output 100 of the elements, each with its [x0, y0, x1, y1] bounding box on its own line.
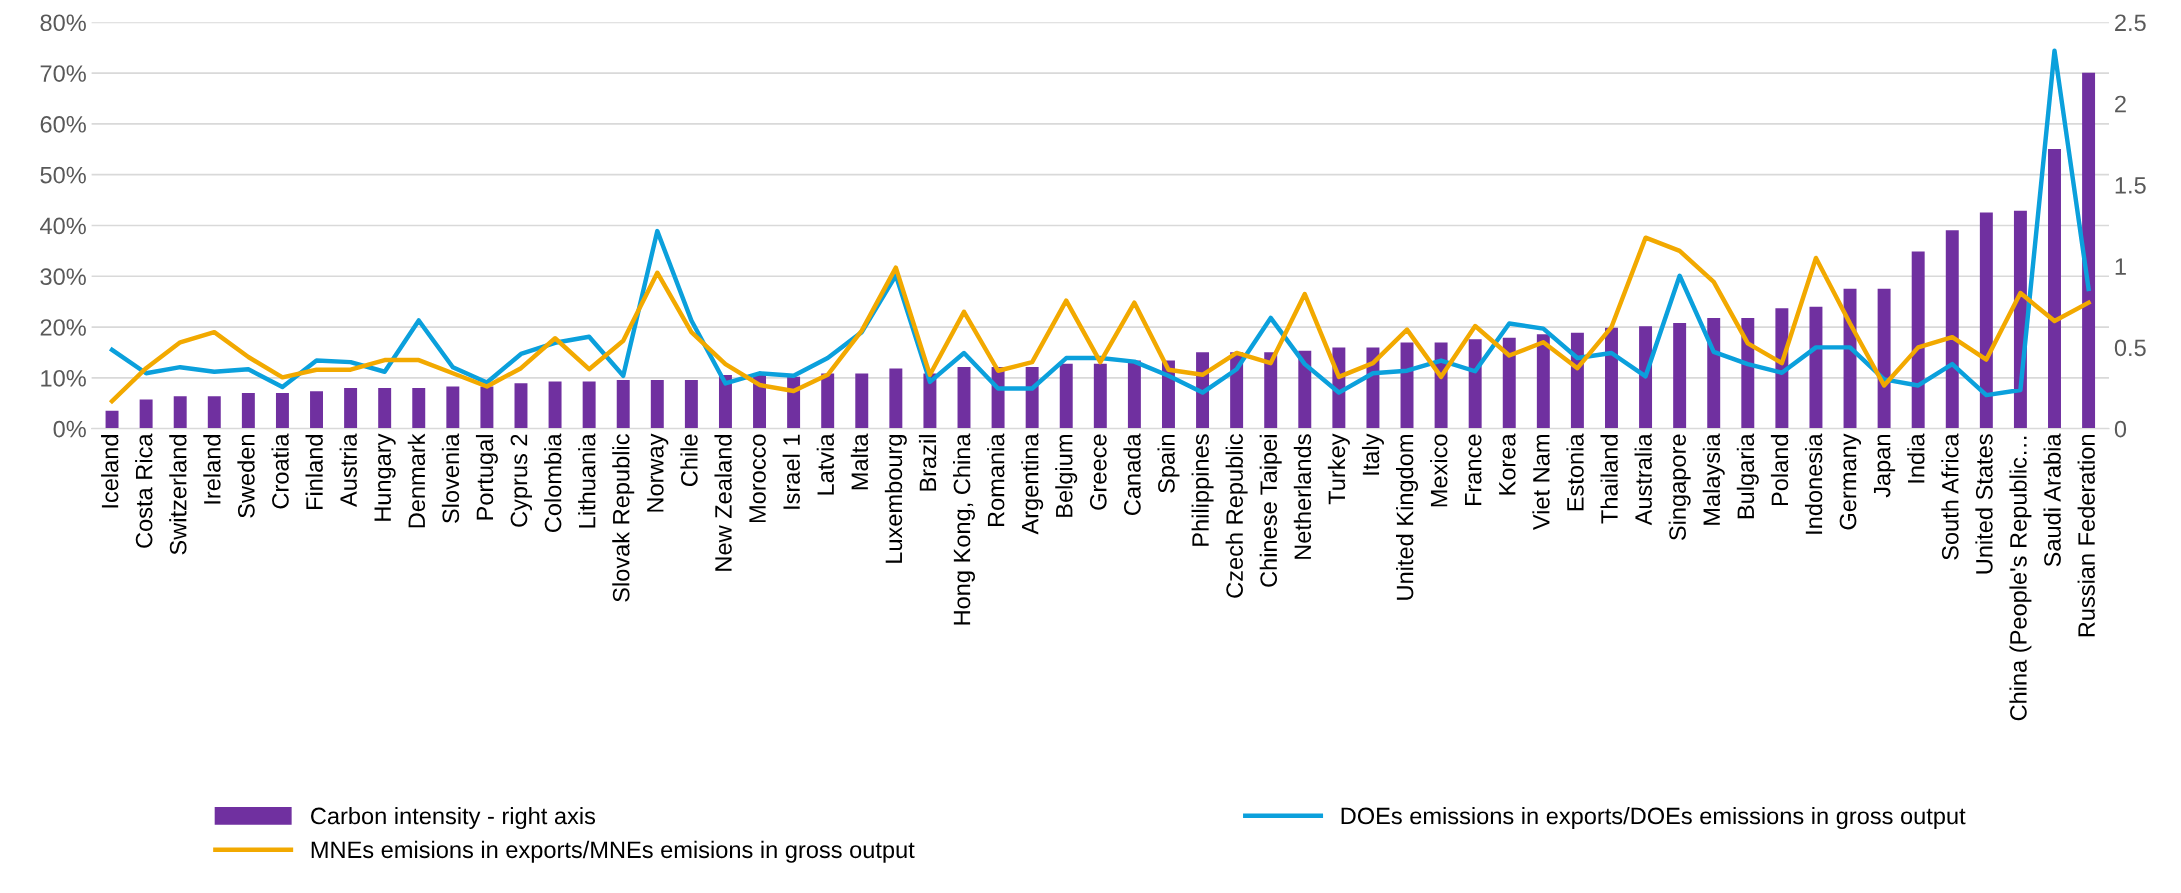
x-tick-label: Belgium: [1055, 435, 1078, 517]
bar: [1673, 323, 1687, 429]
bar: [241, 392, 255, 429]
bar: [1979, 212, 1993, 429]
bar: [1059, 363, 1073, 429]
y2-tick-label: 1.5: [2115, 177, 2146, 194]
x-tick-label: Chile: [680, 434, 698, 487]
y2-tick-label: 2: [2115, 95, 2126, 113]
x-tick-label: United States: [1975, 434, 1993, 574]
x-tick-label: Russian Federation: [2077, 435, 2095, 637]
bar: [855, 373, 869, 429]
x-tick-label: Estonia: [1566, 433, 1584, 511]
bar: [310, 391, 323, 429]
y-tick-label: 0%: [53, 420, 86, 438]
x-tick-label: Netherlands: [1293, 434, 1312, 559]
x-tick-label: Korea: [1499, 433, 1516, 495]
x-tick-label: China (People's Republic…: [2009, 436, 2032, 721]
legend-label: MNEs emisions in exports/MNEs emisions in gross output: [311, 840, 915, 863]
legend-label: DOEs emissions in exports/DOEs emissions in gross output: [1341, 806, 1966, 829]
y-tick-label: 60%: [40, 115, 86, 133]
x-tick-label: Slovenia: [441, 433, 460, 523]
x-tick-label: Malaysia: [1702, 433, 1725, 525]
y2-tick-label: 0: [2114, 420, 2127, 438]
x-tick-label: Croatia: [271, 433, 289, 509]
line-series: [109, 48, 2091, 398]
x-tick-label: Spain: [1157, 435, 1180, 493]
x-tick-label: Thailand: [1600, 435, 1618, 524]
x-tick-label: Denmark: [407, 433, 426, 528]
y-tick-label: 50%: [40, 166, 86, 184]
x-tick-label: Italy: [1361, 433, 1384, 475]
bar: [378, 388, 392, 429]
bar: [1536, 334, 1550, 429]
x-tick-label: Ireland: [203, 435, 221, 504]
bar: [480, 386, 494, 429]
x-tick-label: Argentina: [1021, 433, 1044, 535]
bar: [514, 383, 528, 429]
x-tick-label: Saudi Arabia: [2043, 433, 2061, 567]
x-tick-label: Switzerland: [169, 435, 187, 555]
x-tick-label: Israel 1: [782, 434, 800, 509]
y2-tick-label: 1: [2115, 258, 2126, 275]
y-tick-label: 10%: [41, 369, 86, 387]
bar: [173, 396, 187, 429]
x-tick-label: Philippines: [1191, 434, 1214, 546]
x-tick-label: Latvia: [816, 433, 835, 495]
bar: [139, 399, 153, 429]
bar: [1605, 327, 1618, 429]
bar: [412, 388, 426, 429]
bar: [1502, 337, 1516, 429]
x-tick-label: United Kingdom: [1396, 435, 1419, 600]
legend-label: Carbon intensity - right axis: [311, 806, 596, 829]
x-tick-label: Romania: [987, 433, 1005, 527]
bar: [650, 379, 664, 429]
bar: [275, 392, 289, 429]
bar: [1877, 288, 1891, 429]
x-tick-label: Czech Republic: [1225, 434, 1248, 598]
y-tick-label: 80%: [40, 14, 86, 32]
x-tick-label: Costa Rica: [135, 433, 153, 548]
x-tick-label: Mexico: [1430, 434, 1448, 507]
x-tick-label: Lithuania: [578, 433, 596, 528]
bar: [957, 366, 971, 429]
bar: [889, 368, 903, 429]
bar: [1707, 318, 1721, 429]
bar: [446, 386, 460, 429]
bar: [1298, 350, 1312, 429]
bar: [1639, 326, 1653, 429]
x-tick-label: Austria: [339, 433, 357, 507]
x-tick-label: Norway: [647, 433, 669, 512]
y-tick-label: 70%: [40, 65, 86, 82]
x-tick-label: Hong Kong, China: [953, 433, 976, 625]
x-tick-label: Sweden: [237, 435, 255, 518]
x-tick-label: Poland: [1770, 435, 1789, 506]
x-tick-label: Luxembourg: [884, 435, 907, 563]
x-tick-label: Turkey: [1327, 433, 1350, 505]
line-series: [109, 235, 2091, 404]
bar: [821, 373, 835, 429]
bar: [1264, 352, 1278, 429]
bar: [207, 396, 221, 429]
x-tick-label: New Zealand: [714, 435, 732, 571]
x-tick-label: Chinese Taipei: [1259, 435, 1282, 587]
x-tick-label: Cyprus 2: [510, 434, 532, 527]
x-tick-label: Finland: [305, 435, 323, 509]
bar: [582, 381, 596, 429]
bar: [344, 388, 358, 429]
bar: [1809, 306, 1823, 429]
x-tick-label: Morocco: [749, 434, 766, 523]
y-tick-label: 20%: [40, 319, 86, 336]
y2-tick-label: 2.5: [2115, 14, 2146, 32]
x-tick-label: Indonesia: [1804, 433, 1823, 534]
bar: [1468, 339, 1482, 429]
x-tick-label: Australia: [1634, 433, 1652, 526]
x-tick-label: Malta: [850, 433, 869, 490]
x-tick-label: Bulgaria: [1736, 433, 1759, 519]
x-tick-label: Viet Nam: [1532, 435, 1550, 531]
x-tick-label: India: [1907, 433, 1925, 483]
bar: [1945, 230, 1959, 429]
x-tick-label: Colombia: [544, 433, 562, 533]
x-tick-label: Canada: [1123, 433, 1141, 515]
x-tick-label: Japan: [1873, 435, 1896, 498]
x-tick-label: Greece: [1089, 434, 1107, 510]
x-tick-label: Slovak Republic: [612, 434, 635, 602]
